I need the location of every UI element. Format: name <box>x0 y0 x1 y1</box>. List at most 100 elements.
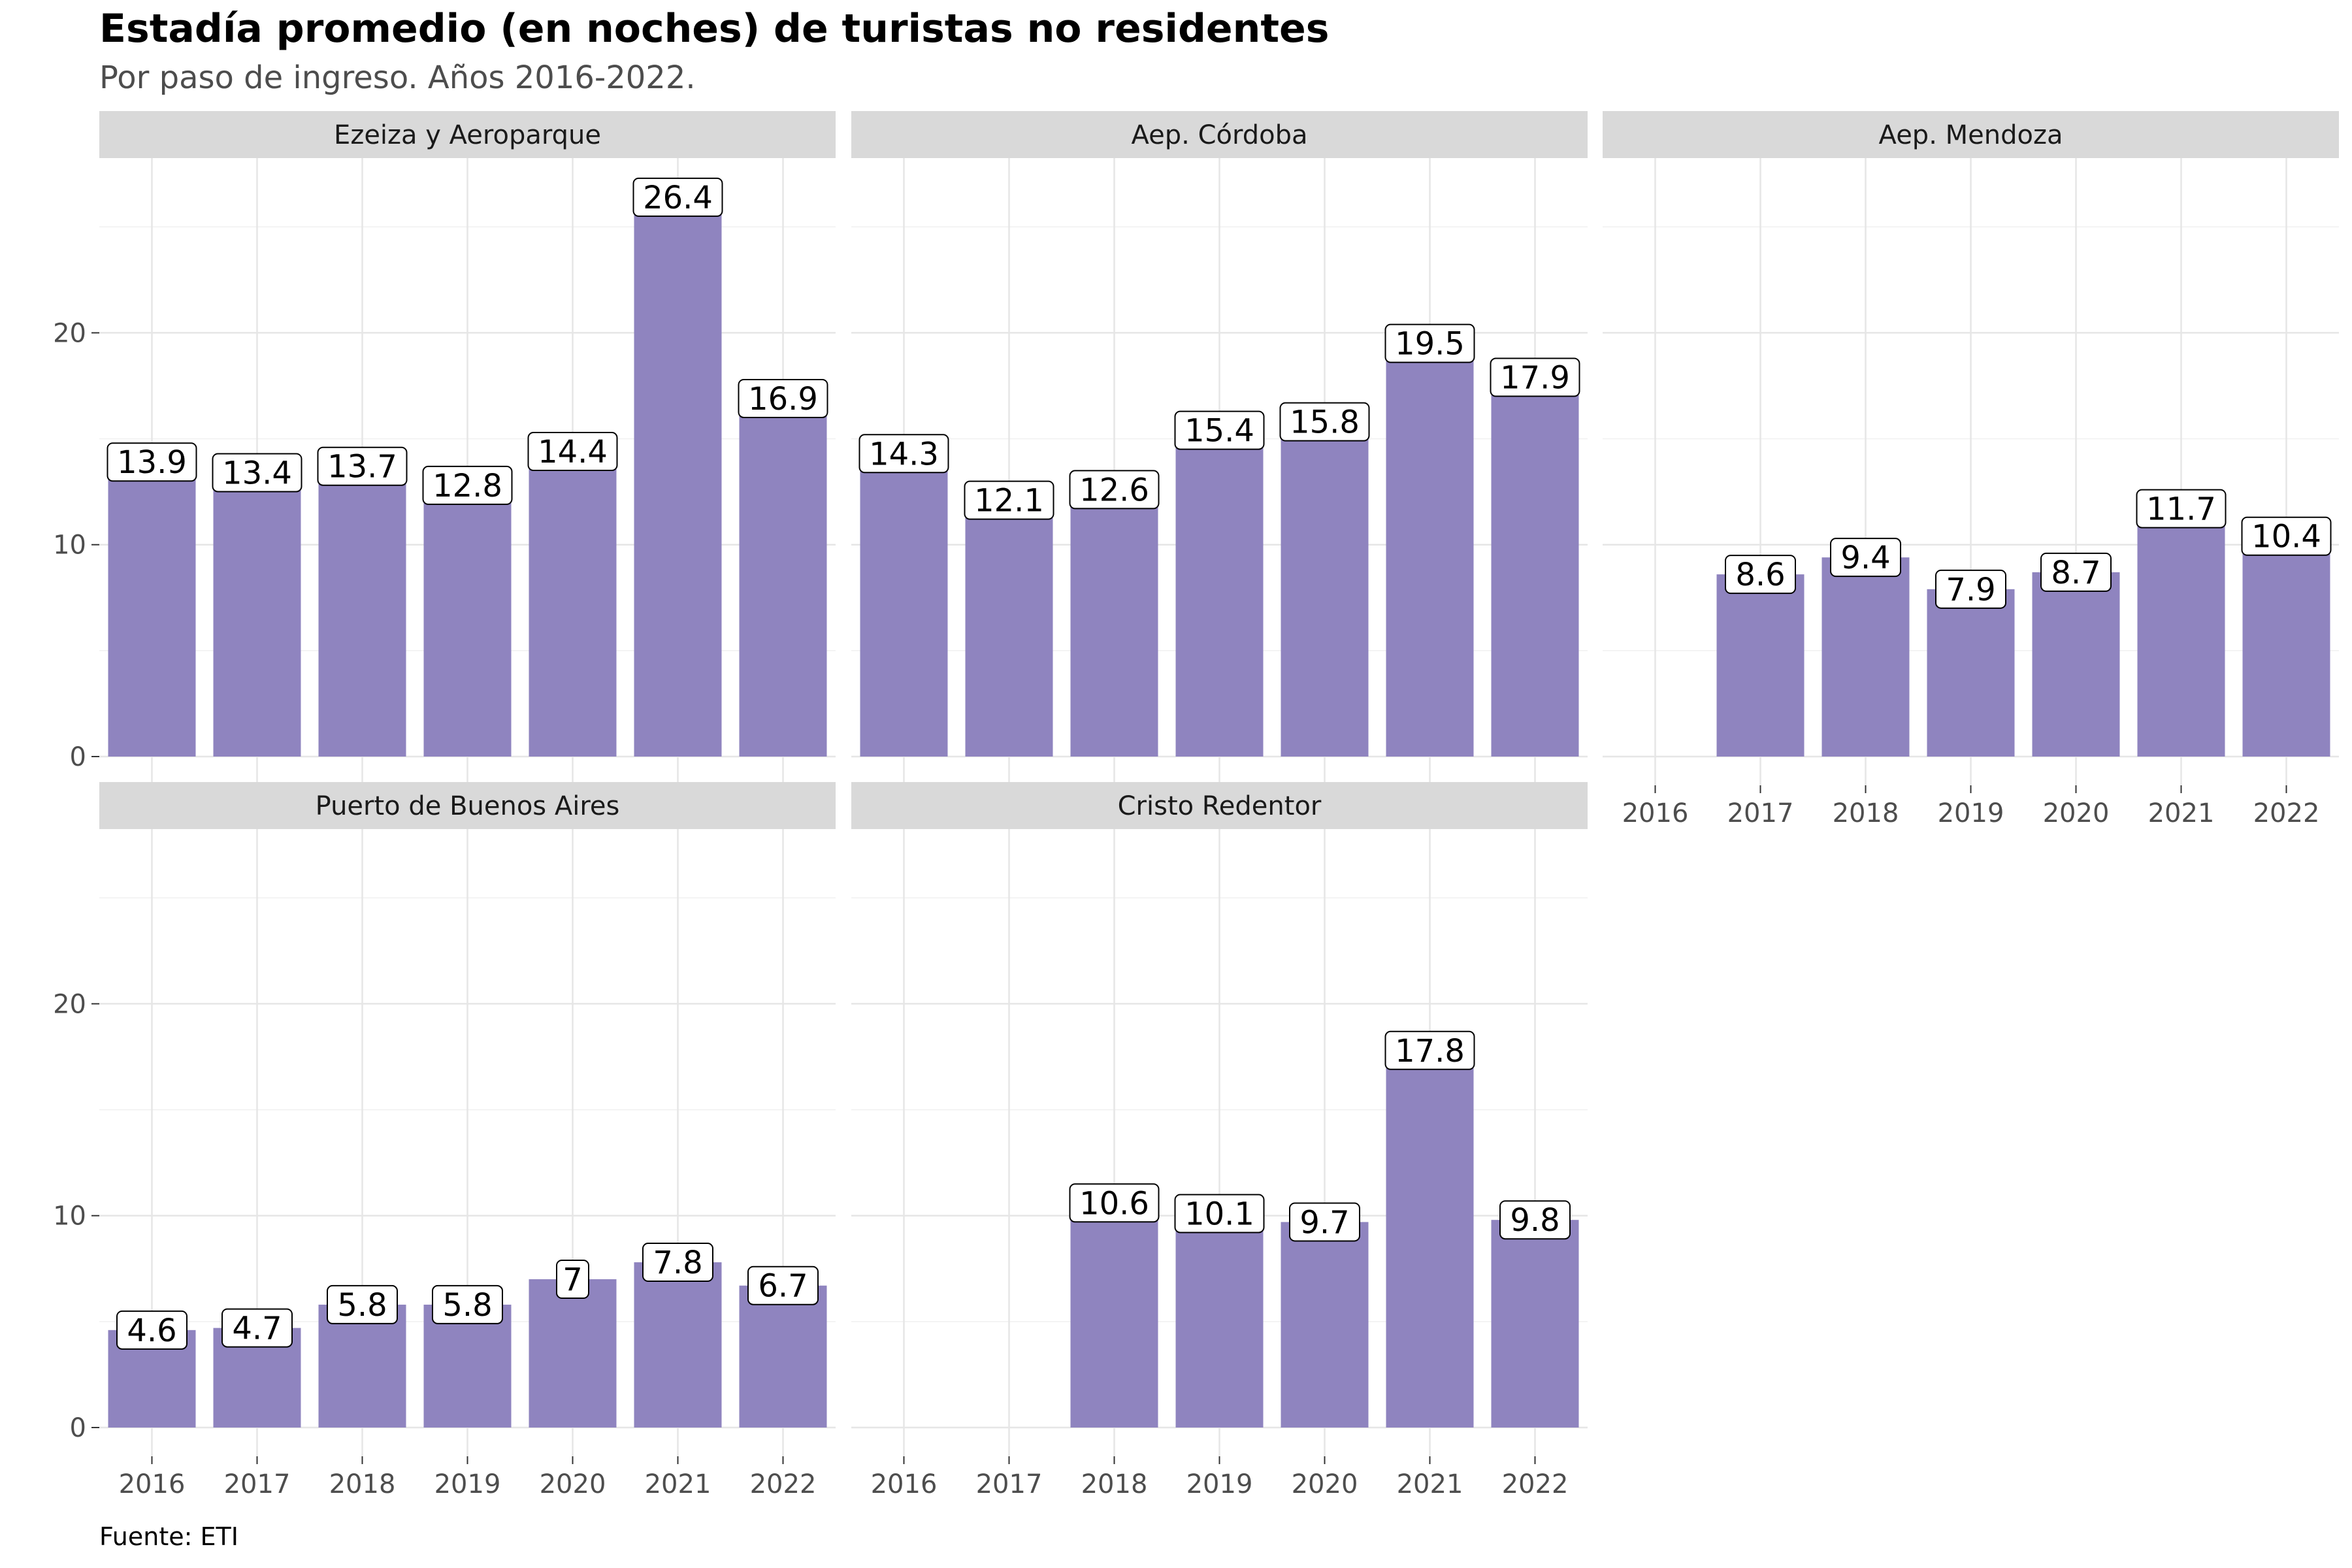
data-label-box <box>858 434 949 474</box>
data-label-text: 9.4 <box>1840 540 1890 576</box>
data-label-box <box>2136 489 2227 529</box>
data-label-text: 6.7 <box>758 1268 808 1305</box>
data-label-box <box>1935 569 2006 609</box>
facet-strip <box>99 111 836 158</box>
data-label: 9.8 <box>1499 1200 1571 1240</box>
data-label-text: 7 <box>563 1262 583 1298</box>
x-tick-label: 2017 <box>224 1469 291 1499</box>
x-tick-label: 2018 <box>1081 1469 1148 1499</box>
data-label-box <box>327 1284 398 1324</box>
facet-strip-label: Aep. Córdoba <box>1132 120 1308 150</box>
facet-strip <box>851 782 1588 829</box>
data-label-box <box>1490 357 1580 397</box>
data-label-text: 11.7 <box>2146 491 2216 528</box>
data-label-text: 12.6 <box>1079 472 1149 508</box>
data-label-text: 14.4 <box>538 434 608 470</box>
data-label-text: 13.7 <box>327 449 397 485</box>
x-tick-label: 2017 <box>1727 798 1794 828</box>
bar <box>1386 343 1474 757</box>
y-tick-label: 10 <box>53 1201 86 1232</box>
x-tick-label: 2019 <box>1938 798 2004 828</box>
bar <box>739 1285 827 1428</box>
bar <box>318 1304 406 1428</box>
chart-caption: Fuente: ETI <box>99 1522 238 1551</box>
y-tick-label: 20 <box>53 989 86 1019</box>
x-tick-label: 2019 <box>434 1469 501 1499</box>
data-label-box <box>1725 555 1796 595</box>
data-label: 17.9 <box>1490 357 1580 397</box>
bar <box>1821 557 1910 757</box>
bar <box>213 472 301 757</box>
bar <box>1716 574 1805 757</box>
data-label-text: 17.8 <box>1395 1033 1465 1070</box>
x-tick-label: 2017 <box>976 1469 1043 1499</box>
data-label: 26.4 <box>632 177 723 217</box>
facet-strip-label: Ezeiza y Aeroparque <box>334 120 601 150</box>
y-tick-label: 10 <box>53 531 86 561</box>
bar <box>965 500 1053 757</box>
bar <box>634 197 722 757</box>
data-label: 14.4 <box>527 432 618 472</box>
data-label-box <box>2241 516 2332 556</box>
data-label-box <box>642 1243 713 1282</box>
data-label-box <box>964 480 1054 520</box>
panel-3: Aep. Mendoza 8.6 9.4 7.9 8.7 11.7 10.4 2016 2017… <box>1603 111 2339 828</box>
data-label-box <box>1279 402 1370 442</box>
x-tick-label: 2020 <box>540 1469 606 1499</box>
data-label: 5.8 <box>327 1284 398 1324</box>
bar <box>423 1304 512 1428</box>
facet-strip <box>1603 111 2339 158</box>
data-label-text: 14.3 <box>869 436 939 472</box>
data-label: 11.7 <box>2136 489 2227 529</box>
data-label-box <box>116 1310 188 1350</box>
data-label: 7 <box>556 1260 589 1299</box>
bar <box>1175 1213 1264 1428</box>
data-label-box <box>1384 1030 1475 1070</box>
data-label: 7.9 <box>1935 569 2006 609</box>
data-label: 10.1 <box>1174 1194 1265 1233</box>
bar <box>634 1262 722 1428</box>
data-label: 8.7 <box>2040 552 2112 592</box>
panel-2: Aep. Córdoba 14.3 12.1 12.6 15.4 15.8 19.5 17.9 <box>851 111 1588 785</box>
bar <box>1070 489 1158 757</box>
data-label: 17.8 <box>1384 1030 1475 1070</box>
data-label-box <box>527 432 618 472</box>
x-tick-label: 2016 <box>119 1469 186 1499</box>
bar <box>1070 1203 1158 1428</box>
data-label-box <box>212 453 302 493</box>
x-tick-label: 2020 <box>2043 798 2110 828</box>
data-label-text: 17.9 <box>1500 360 1570 397</box>
bar <box>1281 421 1369 757</box>
data-label: 5.8 <box>432 1284 503 1324</box>
data-label-box <box>422 465 513 505</box>
bar <box>2137 508 2225 757</box>
bar <box>108 462 196 757</box>
facet-strip <box>851 111 1588 158</box>
x-tick-label: 2021 <box>645 1469 711 1499</box>
data-label: 13.9 <box>106 442 197 482</box>
chart-subtitle: Por paso de ingreso. Años 2016-2022. <box>99 59 696 96</box>
data-label: 6.7 <box>747 1266 819 1305</box>
data-label-text: 4.7 <box>232 1311 282 1347</box>
bar <box>423 485 512 757</box>
x-tick-label: 2021 <box>1397 1469 1463 1499</box>
data-label-box <box>317 446 408 486</box>
data-label: 12.8 <box>422 465 513 505</box>
chart-title: Estadía promedio (en noches) de turistas… <box>99 6 1329 52</box>
bar <box>1491 1220 1579 1428</box>
data-label-text: 10.4 <box>2251 519 2321 555</box>
data-label-box <box>1289 1202 1360 1242</box>
bar <box>1386 1050 1474 1428</box>
data-label-box <box>1384 323 1475 363</box>
data-label-text: 19.5 <box>1395 326 1465 363</box>
data-label-box <box>2040 552 2112 592</box>
facet-strip-label: Aep. Mendoza <box>1879 120 2063 150</box>
data-label-text: 5.8 <box>337 1287 387 1324</box>
bar <box>860 453 948 757</box>
y-tick-label: 20 <box>53 318 86 348</box>
data-label-text: 12.8 <box>433 468 502 504</box>
data-label-text: 7.8 <box>653 1245 702 1281</box>
bar <box>1491 377 1579 757</box>
facet-strip-label: Puerto de Buenos Aires <box>316 791 620 821</box>
